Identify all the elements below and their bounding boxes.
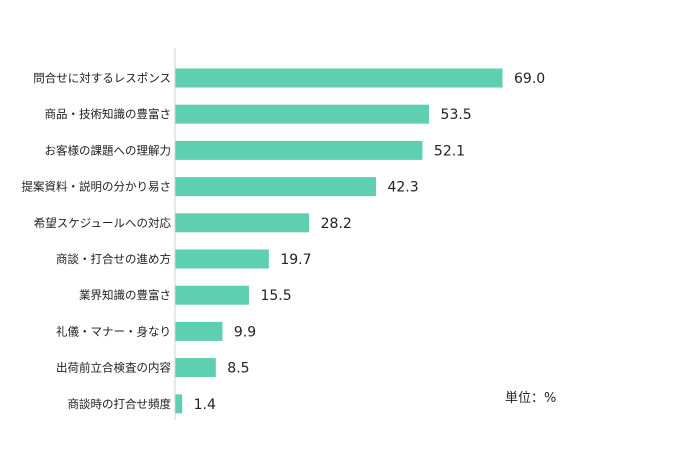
value-label: 52.1	[434, 143, 465, 159]
bars-group	[175, 68, 503, 414]
value-label: 28.2	[321, 216, 352, 232]
unit-note: 単位：%	[505, 390, 556, 406]
category-labels-group: 問合せに対するレスポンス商品・技術知識の豊富さお客様の課題への理解力提案資料・説…	[22, 71, 172, 411]
value-label: 19.7	[280, 252, 311, 268]
category-label: 礼儀・マナー・身なり	[56, 324, 171, 338]
value-label: 9.9	[234, 324, 256, 340]
bar	[175, 177, 376, 197]
value-labels-group: 69.0 53.5 52.1 42.3 28.2 19.7 15.5 9.9 8.5 1.4	[194, 71, 546, 413]
bar	[175, 249, 269, 269]
bar	[175, 68, 503, 88]
category-label: 商談時の打合せ頻度	[68, 397, 172, 411]
value-label: 1.4	[194, 397, 216, 413]
category-label: お客様の課題への理解力	[45, 143, 172, 157]
value-label: 53.5	[441, 107, 472, 123]
value-label: 15.5	[260, 288, 291, 304]
bar	[175, 140, 423, 160]
bar	[175, 394, 183, 414]
category-label: 出荷前立合検査の内容	[56, 361, 171, 375]
value-label: 42.3	[387, 180, 418, 196]
category-label: 提案資料・説明の分かり易さ	[22, 180, 172, 194]
bar	[175, 213, 310, 233]
bar	[175, 285, 249, 305]
category-label: 希望スケジュールへの対応	[34, 216, 172, 230]
category-label: 商品・技術知識の豊富さ	[45, 107, 172, 121]
category-label: 業界知識の豊富さ	[79, 288, 171, 302]
category-label: 問合せに対するレスポンス	[33, 71, 171, 85]
bar	[175, 104, 430, 124]
value-label: 69.0	[514, 71, 545, 87]
category-label: 商談・打合せの進め方	[56, 252, 171, 266]
value-label: 8.5	[227, 361, 249, 377]
bar	[175, 358, 216, 378]
bar	[175, 321, 223, 341]
